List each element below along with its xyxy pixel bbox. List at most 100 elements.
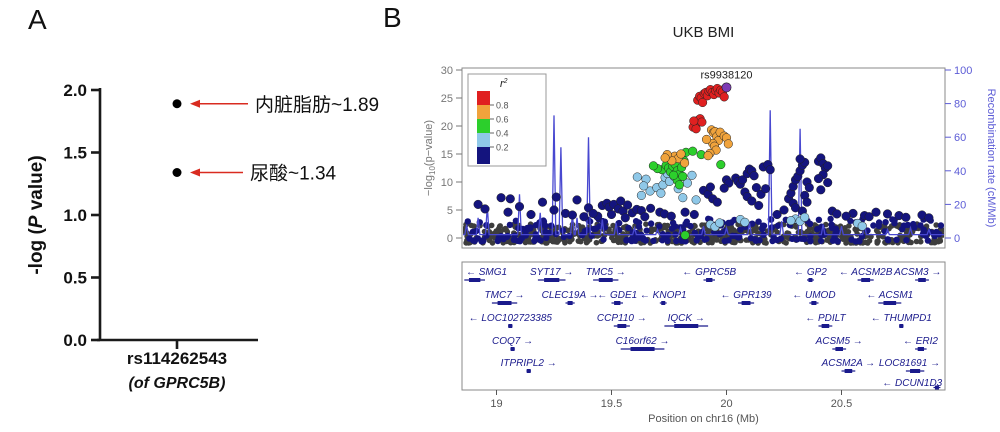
y-right-tick-label: 80 <box>954 99 966 111</box>
snp-point <box>719 183 729 193</box>
gene-label: ← GPR139 <box>720 290 772 301</box>
gene-label: ← THUMPD1 <box>871 313 932 324</box>
gene-label: CLEC19A → <box>542 290 599 301</box>
snp-point <box>691 195 701 205</box>
y-left-tick-label: 15 <box>441 149 453 161</box>
snp-point <box>712 197 722 207</box>
band-point-navy <box>623 236 630 243</box>
band-point-navy <box>911 224 918 231</box>
snp-point <box>678 193 688 203</box>
snp-point <box>676 149 686 159</box>
gene-exon <box>544 278 560 282</box>
band-point-navy <box>525 225 532 232</box>
gene-label: LOC81691 → <box>879 358 940 369</box>
gene-loc81691: LOC81691 → <box>879 358 940 373</box>
band-point-navy <box>470 237 477 244</box>
band-point-navy <box>635 219 643 226</box>
panel-b-title: UKB BMI <box>672 24 735 41</box>
gene-exon <box>661 301 666 305</box>
lead-snp-label: rs9938120 <box>701 69 753 81</box>
band-point-navy <box>806 220 814 227</box>
snp-point <box>864 212 874 222</box>
gene-label: ← UMOD <box>792 290 835 301</box>
legend-swatch <box>477 91 490 105</box>
gene-label: ← SMG1 <box>466 267 507 278</box>
legend-title: r2 <box>500 78 508 90</box>
band-point-navy <box>814 226 821 233</box>
panel-a-label: A <box>28 4 47 35</box>
gene-exon <box>468 278 481 282</box>
gene-c16orf62: C16orf62 → <box>616 336 670 351</box>
y-tick-label: 0.0 <box>63 331 87 350</box>
gene-track-frame <box>461 261 946 391</box>
gene-label: CCP110 → <box>597 313 647 324</box>
band-point-gray <box>489 240 496 246</box>
gene-tmc7: TMC7 → <box>485 290 525 305</box>
snp-point <box>804 183 814 193</box>
gene-coq7: COQ7 → <box>492 336 533 351</box>
gene-exon <box>617 324 627 328</box>
gene-exon <box>674 324 699 328</box>
snp-point <box>579 212 589 222</box>
band-point-navy <box>884 237 892 244</box>
gene-exon <box>883 301 897 305</box>
y-left-tick-label: 5 <box>447 205 453 217</box>
snp-point <box>823 178 833 188</box>
snp-point <box>723 139 733 149</box>
gene-label: ← DCUN1D3 <box>882 378 942 389</box>
gene-clec19a: CLEC19A → <box>542 290 599 305</box>
band-point-navy <box>512 217 520 224</box>
gene-exon <box>861 278 871 282</box>
gene-acsm1: ← ACSM1 <box>866 290 913 305</box>
snp-point <box>656 188 666 198</box>
band-point-navy <box>937 222 944 229</box>
band-point-navy <box>817 237 825 245</box>
band-point-navy <box>543 234 550 241</box>
gene-exon <box>808 278 813 282</box>
gene-exon <box>630 347 655 351</box>
snp-point <box>680 207 690 217</box>
band-point-gray <box>468 222 475 229</box>
gene-dcun1d3: ← DCUN1D3 <box>882 378 943 390</box>
legend-label: 0.4 <box>496 129 509 139</box>
snp-point <box>636 190 646 200</box>
data-point <box>172 168 182 177</box>
band-point-gray <box>643 221 649 227</box>
band-point-navy <box>540 217 547 224</box>
snp-point <box>697 117 707 127</box>
snp-point <box>567 210 577 220</box>
gene-loc102723385: ← LOC102723385 <box>469 313 552 328</box>
band-point-navy <box>639 234 647 242</box>
band-point-navy <box>510 236 518 243</box>
snp-point <box>924 213 934 223</box>
snp-point <box>740 217 750 227</box>
y-left-tick-label: 20 <box>441 121 453 133</box>
band-point-navy <box>749 220 756 227</box>
snp-point <box>473 199 483 209</box>
band-point-navy <box>616 219 623 227</box>
annotation-arrowhead <box>190 168 200 177</box>
gene-exon <box>526 369 531 373</box>
gene-label: IQCK → <box>668 313 705 324</box>
band-point-gray <box>488 222 495 229</box>
band-point-navy <box>716 230 723 238</box>
band-point-navy <box>687 222 694 230</box>
gene-exon <box>811 301 817 305</box>
snp-point <box>669 170 679 180</box>
snp-point <box>680 158 690 168</box>
r2-legend: r2 0.8 0.6 0.4 0.2 <box>467 73 547 167</box>
band-point-gray <box>497 223 504 229</box>
x-tick-label: 20.5 <box>831 398 852 410</box>
gene-label: C16orf62 → <box>616 336 670 347</box>
band-point-gray <box>550 236 556 242</box>
band-point-navy <box>650 237 657 245</box>
band-point-navy <box>870 222 877 229</box>
legend-label: 0.2 <box>496 143 509 153</box>
band-point-gray <box>774 229 781 236</box>
gene-iqck: IQCK → <box>664 313 709 328</box>
gene-knop1: ← KNOP1 <box>640 290 687 305</box>
band-point-navy <box>518 235 525 242</box>
snp-point <box>689 209 699 220</box>
band-point-navy <box>827 215 834 223</box>
band-point-gray <box>502 225 509 232</box>
